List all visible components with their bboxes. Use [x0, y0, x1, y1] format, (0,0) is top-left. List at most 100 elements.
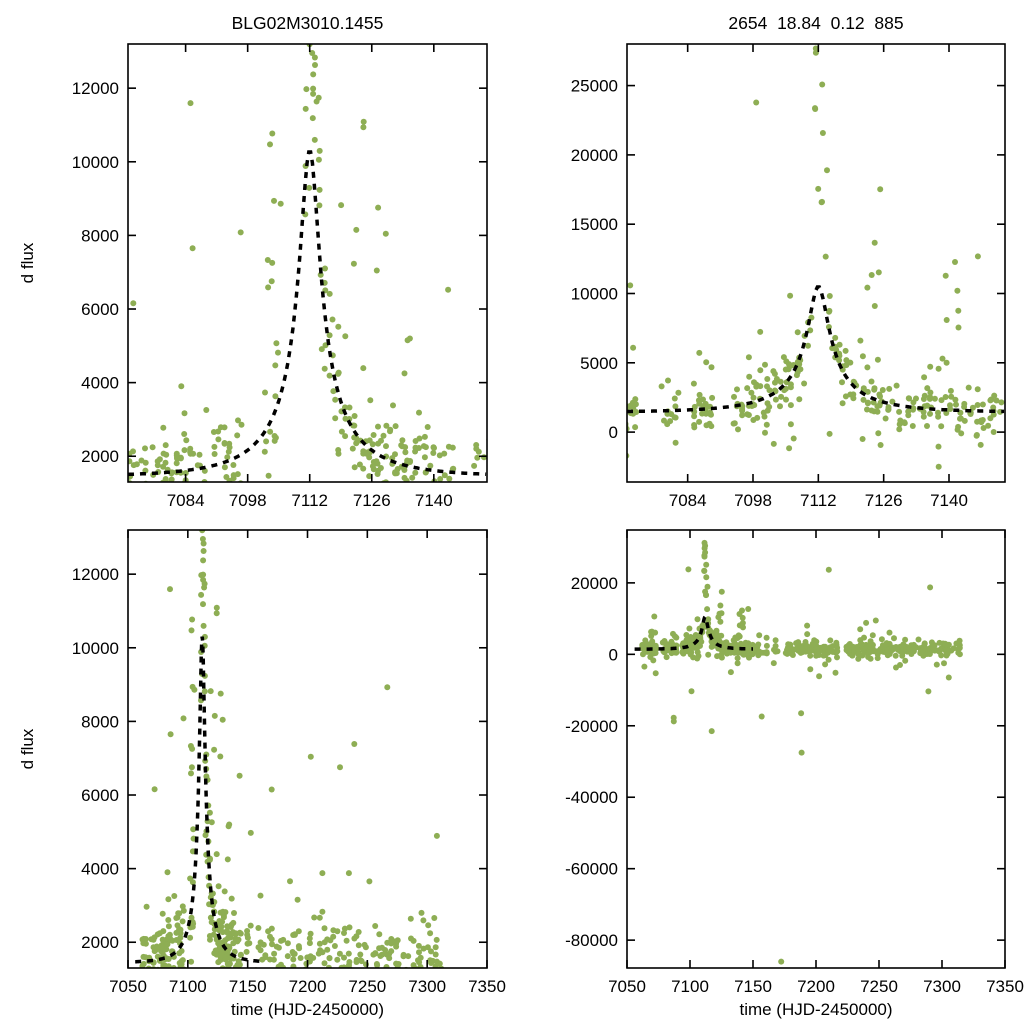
data-point — [421, 433, 428, 440]
data-point — [338, 428, 345, 435]
data-point — [702, 542, 709, 549]
data-point — [296, 945, 303, 952]
data-point — [744, 385, 751, 392]
data-point — [189, 745, 196, 752]
data-point — [351, 422, 358, 429]
data-point — [877, 186, 884, 193]
data-point — [990, 429, 997, 435]
data-point — [200, 557, 207, 564]
data-point — [374, 471, 381, 477]
data-point — [945, 674, 952, 681]
y-tick-label: 0 — [609, 423, 618, 442]
data-point — [222, 909, 229, 916]
data-point — [735, 426, 741, 433]
data-point — [343, 937, 350, 944]
data-point — [412, 469, 419, 476]
data-point — [244, 934, 251, 941]
data-point — [345, 950, 352, 957]
data-point — [257, 947, 264, 954]
data-point — [318, 346, 325, 353]
data-point — [652, 644, 659, 651]
data-point — [446, 475, 453, 482]
data-point — [974, 253, 981, 260]
data-point — [428, 948, 434, 955]
data-point — [315, 156, 322, 163]
data-point — [236, 772, 243, 779]
data-point — [957, 415, 963, 422]
x-tick-label: 7300 — [408, 977, 446, 996]
data-point — [332, 415, 339, 422]
data-point — [393, 943, 400, 950]
data-point — [176, 910, 183, 917]
data-point — [189, 245, 196, 252]
data-point — [181, 431, 188, 437]
data-point — [262, 954, 269, 961]
data-point — [896, 426, 903, 433]
data-point — [943, 317, 950, 323]
data-point — [235, 936, 242, 943]
data-point — [311, 914, 318, 921]
data-point — [322, 265, 328, 272]
data-point — [925, 688, 932, 695]
data-point — [425, 922, 432, 929]
data-point — [897, 662, 903, 668]
data-point — [269, 130, 276, 137]
data-point — [326, 955, 333, 962]
x-tick-label: 7140 — [415, 491, 453, 510]
data-point — [665, 377, 671, 384]
data-point — [270, 956, 277, 963]
data-point — [246, 940, 253, 947]
y-tick-label: 10000 — [571, 284, 618, 303]
data-point — [337, 764, 343, 771]
data-point — [708, 364, 715, 371]
data-point — [437, 476, 444, 482]
data-point — [312, 62, 318, 68]
data-point — [731, 393, 737, 400]
data-point — [905, 395, 912, 402]
data-point — [287, 878, 293, 885]
data-point — [277, 200, 284, 207]
data-point — [417, 963, 424, 968]
data-point — [825, 566, 832, 573]
data-point — [991, 392, 998, 399]
data-point — [128, 458, 133, 465]
data-point — [739, 620, 746, 626]
data-point — [703, 592, 710, 598]
data-points — [139, 530, 445, 975]
data-point — [310, 71, 317, 78]
data-point — [864, 364, 871, 371]
y-tick-label: -60000 — [565, 860, 618, 879]
data-point — [860, 385, 867, 392]
data-point — [295, 928, 302, 935]
data-point — [187, 100, 194, 107]
data-point — [173, 460, 180, 467]
data-point — [351, 413, 358, 419]
data-point — [346, 404, 353, 411]
data-point — [757, 383, 764, 390]
data-point — [267, 428, 274, 435]
data-point — [745, 354, 752, 361]
data-point — [879, 387, 886, 393]
data-point — [651, 613, 658, 620]
data-point — [688, 649, 695, 656]
data-point — [182, 470, 189, 476]
data-point — [663, 647, 670, 654]
data-point — [819, 130, 826, 136]
data-points — [128, 44, 487, 482]
data-point — [703, 359, 710, 366]
data-point — [341, 954, 347, 961]
data-point — [927, 389, 934, 396]
y-tick-label: -80000 — [565, 931, 618, 950]
data-point — [211, 451, 218, 457]
data-point — [948, 393, 955, 400]
data-point — [739, 614, 746, 621]
data-point — [165, 969, 171, 975]
data-point — [345, 870, 352, 877]
data-point — [865, 399, 871, 406]
data-point — [402, 444, 409, 451]
model-curve — [627, 285, 1005, 414]
data-point — [652, 629, 659, 636]
data-point — [177, 934, 184, 941]
data-point — [871, 303, 878, 309]
data-point — [475, 448, 482, 455]
